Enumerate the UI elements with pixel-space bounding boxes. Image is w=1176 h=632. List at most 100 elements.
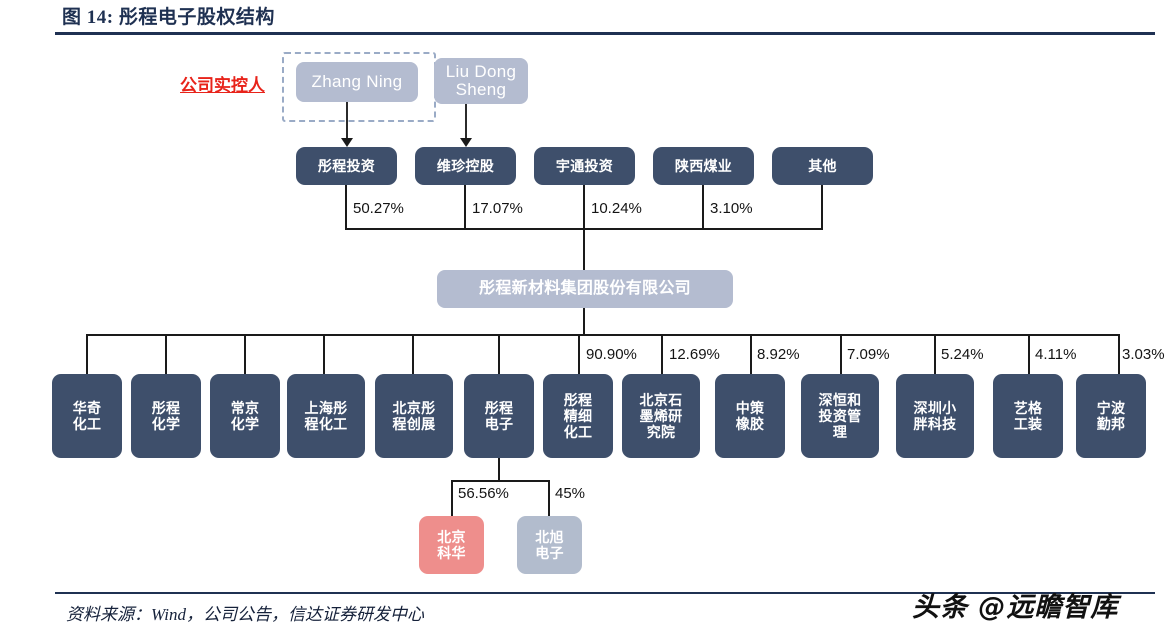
- shareholder-label: 宇通投资: [555, 157, 614, 174]
- subsidiary-label-line3: 理: [832, 424, 848, 441]
- parent-company-label: 彤程新材料集团股份有限公司: [479, 279, 691, 297]
- connector-subsidiary-9-drop: [750, 334, 752, 374]
- stake-label-shareholder-4: 3.10%: [710, 200, 753, 217]
- connector-subsidiary-13-drop: [1118, 334, 1120, 374]
- shareholder-label: 陕西煤业: [674, 157, 733, 174]
- subsidiary-label-line3: 究院: [646, 424, 676, 441]
- connector-subsidiary-5-drop: [412, 334, 414, 374]
- subsidiary-node-3[interactable]: 常京 化学: [210, 374, 280, 458]
- shareholder-node-1[interactable]: 彤程投资: [296, 147, 397, 185]
- connector-shareholder-1-drop: [345, 185, 347, 230]
- child-label-line2: 电子: [535, 545, 564, 561]
- subsidiary-node-7[interactable]: 彤程 精细 化工: [543, 374, 613, 458]
- subsidiary-node-11[interactable]: 深圳小 胖科技: [896, 374, 974, 458]
- electronics-child-node-beijing-kehua[interactable]: 北京 科华: [419, 516, 484, 574]
- subsidiary-label-line2: 电子: [484, 416, 514, 432]
- connector-shareholder-4-drop: [702, 185, 704, 230]
- subsidiary-bus-line: [86, 334, 1119, 336]
- subsidiary-node-8[interactable]: 北京石 墨烯研 究院: [622, 374, 700, 458]
- person-label: Zhang Ning: [311, 72, 403, 92]
- connector-electronics-child-2-drop: [548, 480, 550, 518]
- stake-label-subsidiary-8: 12.69%: [669, 346, 720, 363]
- subsidiary-label-line2: 投资管: [818, 407, 862, 424]
- stake-label-subsidiary-10: 7.09%: [847, 346, 890, 363]
- subsidiary-label-line2: 化工: [72, 416, 102, 432]
- person-node-zhang-ning[interactable]: Zhang Ning: [296, 62, 418, 102]
- stake-label-subsidiary-7: 90.90%: [586, 346, 637, 363]
- shareholder-node-3[interactable]: 宇通投资: [534, 147, 635, 185]
- shareholder-label: 维珍控股: [436, 157, 495, 174]
- subsidiary-label-line1: 上海彤: [304, 399, 348, 416]
- subsidiary-node-10[interactable]: 深恒和 投资管 理: [801, 374, 879, 458]
- connector-subsidiary-1-drop: [86, 334, 88, 374]
- subsidiary-label-line1: 彤程: [563, 391, 593, 408]
- subsidiary-node-2[interactable]: 彤程 化学: [131, 374, 201, 458]
- connector-zhangning-to-tongchenginvest: [346, 102, 348, 140]
- subsidiary-label-line1: 中策: [735, 399, 765, 416]
- top-rule: [55, 32, 1155, 35]
- connector-subsidiary-4-drop: [323, 334, 325, 374]
- connector-subsidiary-10-drop: [840, 334, 842, 374]
- subsidiary-label-line1: 北京彤: [392, 399, 436, 416]
- subsidiary-label-line2: 精细: [563, 407, 593, 424]
- electronics-child-node-beixu-electronics[interactable]: 北旭 电子: [517, 516, 582, 574]
- stake-label-shareholder-1: 50.27%: [353, 200, 404, 217]
- subsidiary-node-4[interactable]: 上海彤 程化工: [287, 374, 365, 458]
- shareholder-node-4[interactable]: 陕西煤业: [653, 147, 754, 185]
- connector-shareholder-2-drop: [464, 185, 466, 230]
- connector-subsidiary-12-drop: [1028, 334, 1030, 374]
- stake-label-shareholder-2: 17.07%: [472, 200, 523, 217]
- subsidiary-label-line1: 深恒和: [818, 391, 862, 408]
- subsidiary-label-line2: 勤邦: [1096, 416, 1126, 432]
- person-label: Liu Dong Sheng: [445, 62, 517, 99]
- connector-subsidiary-6-drop: [498, 334, 500, 374]
- child-label-line1: 北旭: [535, 528, 564, 545]
- stake-label-subsidiary-13: 3.03%: [1122, 346, 1165, 363]
- subsidiary-label-line2: 化学: [230, 416, 260, 432]
- subsidiary-label-line1: 艺格: [1013, 399, 1043, 416]
- subsidiary-node-1[interactable]: 华奇 化工: [52, 374, 122, 458]
- electronics-children-bus-line: [451, 480, 550, 482]
- subsidiary-node-12[interactable]: 艺格 工装: [993, 374, 1063, 458]
- shareholder-label: 其他: [808, 157, 837, 174]
- connector-electronics-child-1-drop: [451, 480, 453, 518]
- subsidiary-node-6-tongcheng-electronics[interactable]: 彤程 电子: [464, 374, 534, 458]
- subsidiary-node-13[interactable]: 宁波 勤邦: [1076, 374, 1146, 458]
- connector-subsidiary-3-drop: [244, 334, 246, 374]
- stake-label-subsidiary-9: 8.92%: [757, 346, 800, 363]
- connector-subsidiary-7-drop: [578, 334, 580, 374]
- subsidiary-label-line2: 程化工: [304, 416, 348, 432]
- shareholder-node-2[interactable]: 维珍控股: [415, 147, 516, 185]
- person-node-liu-dong-sheng[interactable]: Liu Dong Sheng: [434, 58, 528, 104]
- subsidiary-label-line1: 北京石: [639, 391, 683, 408]
- connector-subsidiary-11-drop: [934, 334, 936, 374]
- subsidiary-label-line1: 彤程: [151, 399, 181, 416]
- subsidiary-label-line2: 胖科技: [913, 416, 957, 432]
- subsidiary-node-5[interactable]: 北京彤 程创展: [375, 374, 453, 458]
- subsidiary-label-line2: 程创展: [392, 416, 436, 432]
- subsidiary-label-line2: 墨烯研: [639, 407, 683, 424]
- shareholder-node-5[interactable]: 其他: [772, 147, 873, 185]
- child-label-line1: 北京: [437, 528, 466, 545]
- subsidiary-label-line1: 彤程: [484, 399, 514, 416]
- subsidiary-label-line2: 工装: [1013, 416, 1043, 432]
- connector-subsidiary-8-drop: [661, 334, 663, 374]
- stake-label-subsidiary-12: 4.11%: [1035, 346, 1077, 363]
- shareholder-label: 彤程投资: [317, 157, 376, 174]
- connector-shareholder-5-drop: [821, 185, 823, 230]
- stake-label-subsidiary-11: 5.24%: [941, 346, 984, 363]
- connector-liudongsheng-to-weizhen: [465, 104, 467, 140]
- subsidiary-node-9[interactable]: 中策 橡胶: [715, 374, 785, 458]
- subsidiary-label-line1: 深圳小: [913, 399, 957, 416]
- parent-company-node[interactable]: 彤程新材料集团股份有限公司: [437, 270, 733, 308]
- subsidiary-label-line3: 化工: [563, 424, 593, 441]
- watermark-label: 头条 @远瞻智库: [912, 592, 1119, 623]
- stake-label-electronics-child-2: 45%: [555, 485, 586, 502]
- connector-bus-to-parent: [583, 228, 585, 271]
- figure-title: 图 14: 彤程电子股权结构: [62, 7, 275, 28]
- controller-label: 公司实控人: [180, 76, 265, 95]
- subsidiary-label-line1: 常京: [230, 399, 260, 416]
- subsidiary-label-line2: 化学: [151, 416, 181, 432]
- connector-electronics-stem: [498, 458, 500, 480]
